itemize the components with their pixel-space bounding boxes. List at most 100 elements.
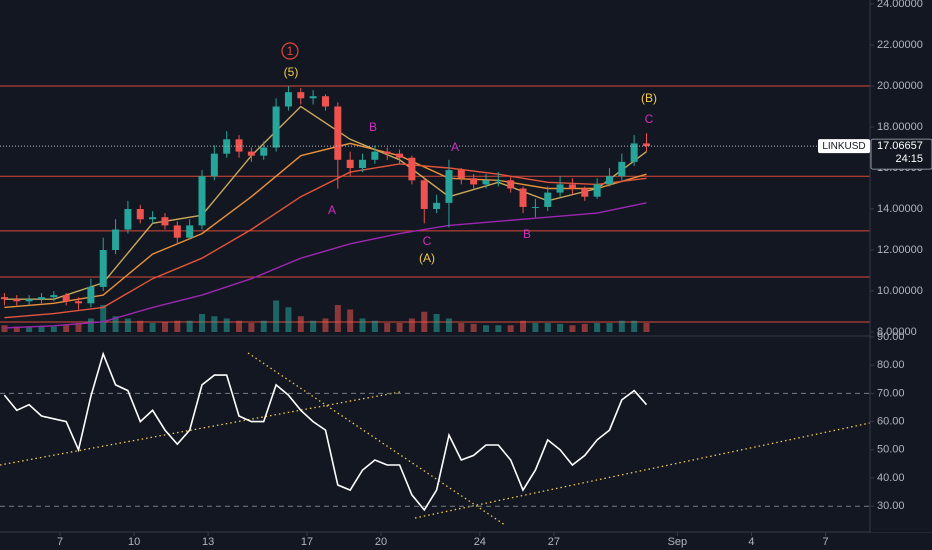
volume-bar xyxy=(100,305,107,332)
countdown-label: 24:15 xyxy=(895,153,923,165)
y2-tick-label: 60.00 xyxy=(877,416,905,428)
moving-average xyxy=(4,142,647,309)
candle-body xyxy=(99,250,107,287)
candle-body xyxy=(75,301,83,304)
volume-bar xyxy=(631,320,638,332)
volume-bar xyxy=(557,323,564,332)
rsi-line xyxy=(3,351,648,512)
volume-bar xyxy=(569,325,576,332)
volume-bar xyxy=(50,326,57,332)
candle-body xyxy=(124,209,132,230)
volume-bar xyxy=(285,307,292,332)
candle-body xyxy=(50,295,58,298)
wave-circle xyxy=(281,42,299,60)
y-tick-label: 14.00000 xyxy=(877,203,923,215)
candle-body xyxy=(210,153,218,177)
volume-bar xyxy=(174,320,181,332)
volume-bar xyxy=(408,318,415,332)
y2-tick-label: 70.00 xyxy=(877,387,905,399)
volume-bar xyxy=(26,327,33,332)
y-tick-label: 10.00000 xyxy=(877,285,923,297)
x-tick-label: 4 xyxy=(748,536,754,548)
x-tick-label: 13 xyxy=(202,536,214,548)
volume-bar xyxy=(310,320,317,332)
volume-bar xyxy=(260,320,267,332)
wave-label: B xyxy=(523,227,531,241)
volume-bar xyxy=(199,314,206,332)
candle-body xyxy=(359,159,367,168)
x-tick-label: 7 xyxy=(822,536,828,548)
price-pane: 1 (5) A B A C B C (A) (B) xyxy=(0,42,870,332)
candle-body xyxy=(13,299,21,302)
volume-bar xyxy=(297,316,304,332)
candle-body xyxy=(482,180,490,185)
x-tick-label: 20 xyxy=(375,536,387,548)
volume-bar xyxy=(223,318,230,332)
x-tick-label: 17 xyxy=(301,536,313,548)
volume-bar xyxy=(433,314,440,332)
volume-bar xyxy=(38,326,45,332)
symbol-box xyxy=(818,139,870,154)
volume-bar xyxy=(137,320,144,332)
wave-label: B xyxy=(369,120,377,134)
candle-body xyxy=(605,176,613,185)
volume-bar xyxy=(470,323,477,332)
moving-average xyxy=(4,202,647,329)
volume-bar xyxy=(186,320,193,332)
volume-bar xyxy=(544,323,551,332)
candle-body xyxy=(544,192,552,207)
volume-bar xyxy=(520,320,527,332)
volume-bar xyxy=(75,323,82,332)
wave-label: (A) xyxy=(419,251,435,265)
candle-body xyxy=(507,180,515,189)
candle-body xyxy=(198,176,206,226)
candle-body xyxy=(334,106,342,160)
candle-body xyxy=(630,143,638,162)
wave-label: A xyxy=(451,140,459,154)
candle-body xyxy=(161,217,169,226)
volume-bar xyxy=(1,325,8,332)
candle-body xyxy=(433,202,441,209)
trend-line xyxy=(247,352,506,526)
volume-bar xyxy=(273,300,280,332)
volume-bar xyxy=(13,326,20,332)
volume-bar xyxy=(445,318,452,332)
trend-line xyxy=(414,422,871,519)
volume-bar xyxy=(384,323,391,332)
volume-bar xyxy=(532,323,539,332)
y-tick-label: 12.00000 xyxy=(877,244,923,256)
volume-bar xyxy=(495,325,502,332)
x-tick-label: 27 xyxy=(548,536,560,548)
candle-body xyxy=(186,225,194,238)
moving-average xyxy=(4,105,647,300)
candle-body xyxy=(445,170,453,203)
candle-body xyxy=(235,139,243,152)
candle-body xyxy=(519,188,527,207)
volume-bar xyxy=(322,318,329,332)
wave-label: C xyxy=(423,234,432,248)
volume-bar xyxy=(347,309,354,332)
candle-body xyxy=(136,209,144,220)
x-tick-label: 10 xyxy=(128,536,140,548)
volume-bar xyxy=(211,316,218,332)
volume-bar xyxy=(594,323,601,332)
volume-bar xyxy=(87,318,94,332)
y-tick-label: 8.00000 xyxy=(877,326,917,338)
candle-body xyxy=(223,139,231,154)
candle-body xyxy=(112,229,120,250)
volume-bar xyxy=(149,323,156,332)
wave-label: (5) xyxy=(284,65,299,79)
volume-bar xyxy=(606,323,613,332)
volume-bar xyxy=(359,318,366,332)
candle-body xyxy=(297,92,305,99)
candle-body xyxy=(408,157,416,181)
volume-bar xyxy=(618,320,625,332)
candle-body xyxy=(383,151,391,154)
volume-bar xyxy=(371,320,378,332)
candle-body xyxy=(37,297,45,300)
wave-label: C xyxy=(645,112,654,126)
y2-tick-label: 80.00 xyxy=(877,359,905,371)
